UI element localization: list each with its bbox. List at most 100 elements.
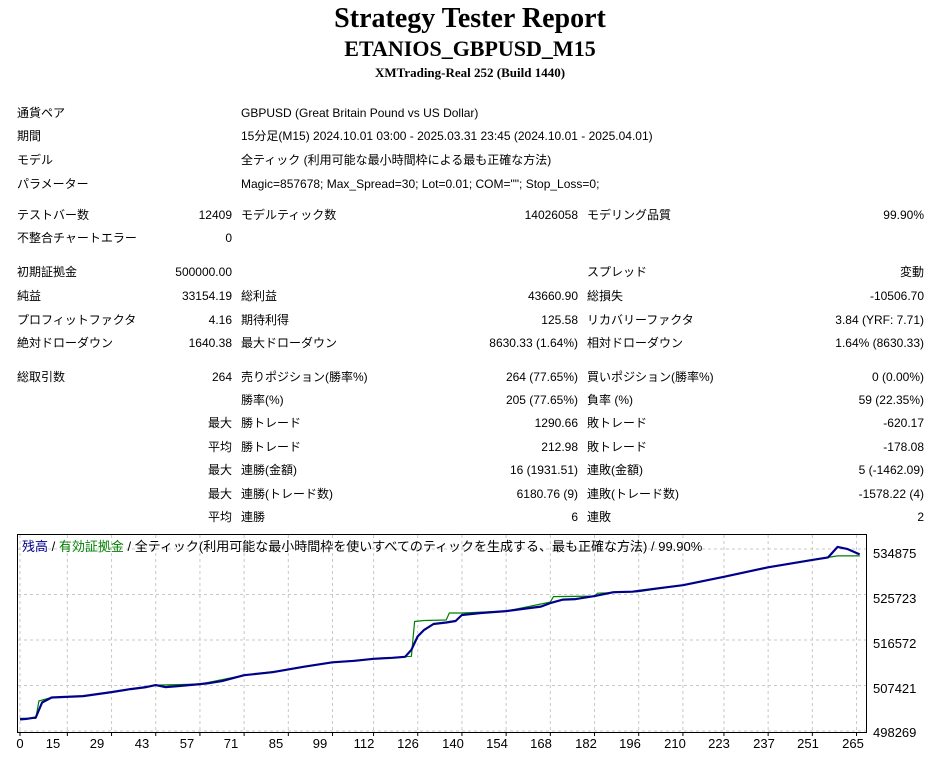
spread-label: スプレッド xyxy=(587,265,648,279)
gross-profit-value: 43660.90 xyxy=(527,289,578,303)
spread-value: 変動 xyxy=(899,265,924,279)
loss-rate-value: 59 (22.35%) xyxy=(858,393,924,407)
x-tick-label: 251 xyxy=(797,736,819,751)
legend-equity: 有効証拠金 xyxy=(58,539,124,554)
absolute-drawdown-value: 1640.38 xyxy=(188,336,232,350)
x-tick-label: 85 xyxy=(268,736,284,751)
max-prefix-label: 最大 xyxy=(207,463,232,477)
maximal-drawdown-value: 8630.33 (1.64%) xyxy=(489,336,578,350)
x-tick-label: 265 xyxy=(842,736,864,751)
gross-profit-label: 総利益 xyxy=(241,289,278,303)
model-ticks-value: 14026058 xyxy=(524,208,578,222)
largest-loss-label: 敗トレード xyxy=(587,416,648,430)
recovery-factor-label: リカバリーファクタ xyxy=(587,313,694,327)
mismatch-errors-value: 0 xyxy=(225,231,232,245)
model-label: モデル xyxy=(17,153,54,167)
average-consecutive-losses-value: 2 xyxy=(917,510,924,524)
x-tick-label: 154 xyxy=(486,736,508,751)
average-loss-label: 敗トレード xyxy=(587,440,648,454)
short-positions-label: 売りポジション(勝率%) xyxy=(241,370,368,384)
legend-separator: / xyxy=(48,539,59,554)
relative-drawdown-value: 1.64% (8630.33) xyxy=(835,336,924,350)
x-tick-label: 43 xyxy=(134,736,150,751)
parameters-label: パラメーター xyxy=(17,177,89,191)
max-prefix-label: 最大 xyxy=(207,416,232,430)
x-tick-label: 112 xyxy=(353,736,375,751)
net-profit-label: 純益 xyxy=(17,289,42,303)
max-consecutive-losses-count-value: -1578.22 (4) xyxy=(858,487,924,501)
average-win-value: 212.98 xyxy=(541,440,578,454)
x-tick-label: 140 xyxy=(442,736,464,751)
largest-win-value: 1290.66 xyxy=(534,416,578,430)
modeling-quality-value: 99.90% xyxy=(883,208,924,222)
max-consecutive-wins-amount-label: 連勝(金額) xyxy=(241,463,297,477)
max-consecutive-losses-amount-label: 連敗(金額) xyxy=(587,463,643,477)
max-consecutive-wins-amount-value: 16 (1931.51) xyxy=(509,463,578,477)
modeling-quality-label: モデリング品質 xyxy=(587,208,672,222)
net-profit-value: 33154.19 xyxy=(181,289,232,303)
x-tick-label: 71 xyxy=(223,736,239,751)
x-tick-label: 237 xyxy=(753,736,775,751)
win-rate-value: 205 (77.65%) xyxy=(505,393,578,407)
balance-line xyxy=(19,545,861,721)
profit-factor-label: プロフィットファクタ xyxy=(17,313,137,327)
average-loss-value: -178.08 xyxy=(883,440,924,454)
test-bars-value: 12409 xyxy=(198,208,232,222)
recovery-factor-value: 3.84 (YRF: 7.71) xyxy=(835,313,924,327)
max-consecutive-wins-count-label: 連勝(トレード数) xyxy=(241,487,333,501)
x-tick-label: 223 xyxy=(708,736,730,751)
y-tick-label: 516572 xyxy=(873,636,917,651)
expected-payoff-value: 125.58 xyxy=(541,313,578,327)
largest-loss-value: -620.17 xyxy=(883,416,924,430)
x-tick-label: 29 xyxy=(89,736,105,751)
equity-line xyxy=(20,555,860,720)
x-tick-label: 57 xyxy=(179,736,195,751)
x-tick-label: 210 xyxy=(664,736,686,751)
average-win-label: 勝トレード xyxy=(241,440,302,454)
model-ticks-label: モデルティック数 xyxy=(241,208,337,222)
report-title: Strategy Tester Report xyxy=(334,3,606,34)
absolute-drawdown-label: 絶対ドローダウン xyxy=(17,336,114,350)
expected-payoff-label: 期待利得 xyxy=(241,313,290,327)
server-name: XMTrading-Real 252 (Build 1440) xyxy=(374,65,566,80)
mismatch-errors-label: 不整合チャートエラー xyxy=(17,231,137,245)
y-tick-label: 498269 xyxy=(873,725,917,740)
max-consecutive-losses-amount-value: 5 (-1462.09) xyxy=(858,463,924,477)
initial-deposit-label: 初期証拠金 xyxy=(17,265,78,279)
chart-legend: 残高 / 有効証拠金 / 全ティック(利用可能な最小時間枠を使いすべてのティック… xyxy=(22,539,702,555)
x-tick-label: 126 xyxy=(397,736,419,751)
test-bars-label: テストバー数 xyxy=(17,208,90,222)
gross-loss-label: 総損失 xyxy=(587,289,624,303)
x-tick-label: 0 xyxy=(16,736,24,751)
model-value: 全ティック (利用可能な最小時間枠による最も正確な方法) xyxy=(241,153,552,167)
balance-chart-frame xyxy=(17,534,867,733)
y-tick-label: 525723 xyxy=(873,591,917,606)
report-subtitle: ETANIOS_GBPUSD_M15 xyxy=(344,36,596,61)
currency-pair-value: GBPUSD (Great Britain Pound vs US Dollar… xyxy=(241,106,479,120)
relative-drawdown-label: 相対ドローダウン xyxy=(587,336,684,350)
gross-loss-value: -10506.70 xyxy=(869,289,924,303)
profit-factor-value: 4.16 xyxy=(208,313,232,327)
long-positions-label: 買いポジション(勝率%) xyxy=(587,370,714,384)
avg-prefix-label: 平均 xyxy=(207,510,232,524)
max-consecutive-wins-count-value: 6180.76 (9) xyxy=(516,487,578,501)
maximal-drawdown-label: 最大ドローダウン xyxy=(241,336,338,350)
initial-deposit-value: 500000.00 xyxy=(175,265,232,279)
y-tick-label: 534875 xyxy=(873,546,917,561)
win-rate-label: 勝率(%) xyxy=(241,393,284,407)
max-consecutive-losses-count-label: 連敗(トレード数) xyxy=(587,487,679,501)
short-positions-value: 264 (77.65%) xyxy=(505,370,578,384)
period-value: 15分足(M15) 2024.10.01 03:00 - 2025.03.31 … xyxy=(241,129,653,143)
total-trades-value: 264 xyxy=(211,370,232,384)
average-consecutive-wins-value: 6 xyxy=(571,510,578,524)
parameters-value: Magic=857678; Max_Spread=30; Lot=0.01; C… xyxy=(241,177,600,191)
currency-pair-label: 通貨ペア xyxy=(17,106,66,120)
x-tick-label: 196 xyxy=(619,736,641,751)
legend-balance: 残高 xyxy=(22,539,49,554)
total-trades-label: 総取引数 xyxy=(17,370,66,384)
loss-rate-label: 負率 (%) xyxy=(587,393,633,407)
largest-win-label: 勝トレード xyxy=(241,416,302,430)
x-tick-label: 15 xyxy=(45,736,61,751)
average-consecutive-losses-label: 連敗 xyxy=(587,510,612,524)
